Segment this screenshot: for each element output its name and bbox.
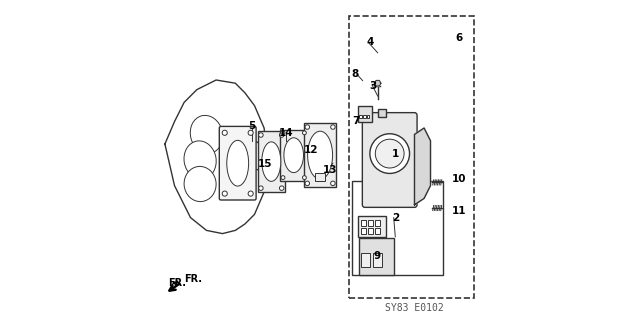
Text: 12: 12 bbox=[304, 145, 318, 155]
Bar bbox=[378, 109, 385, 117]
Bar bbox=[361, 220, 366, 226]
Bar bbox=[280, 130, 307, 181]
Circle shape bbox=[370, 134, 410, 173]
Bar bbox=[375, 228, 380, 234]
Polygon shape bbox=[415, 128, 431, 205]
Bar bbox=[315, 173, 325, 181]
Text: 1: 1 bbox=[392, 148, 399, 159]
Text: 3: 3 bbox=[369, 81, 376, 92]
Text: 8: 8 bbox=[352, 68, 359, 79]
Bar bbox=[357, 216, 386, 237]
Text: 14: 14 bbox=[279, 128, 294, 139]
Bar bbox=[361, 253, 370, 267]
Circle shape bbox=[305, 181, 310, 186]
Circle shape bbox=[331, 181, 335, 186]
Bar bbox=[357, 106, 372, 122]
Circle shape bbox=[303, 131, 306, 135]
Circle shape bbox=[281, 176, 285, 180]
Bar bbox=[359, 115, 362, 118]
Circle shape bbox=[222, 130, 227, 135]
Ellipse shape bbox=[284, 138, 303, 172]
Circle shape bbox=[248, 130, 254, 135]
Circle shape bbox=[248, 191, 254, 196]
Bar bbox=[359, 238, 394, 275]
Circle shape bbox=[259, 133, 263, 137]
Ellipse shape bbox=[308, 131, 333, 179]
Circle shape bbox=[280, 186, 284, 190]
Bar bbox=[368, 228, 373, 234]
Circle shape bbox=[281, 131, 285, 135]
Polygon shape bbox=[375, 80, 381, 86]
Ellipse shape bbox=[262, 142, 281, 181]
Bar bbox=[258, 131, 285, 192]
Text: 4: 4 bbox=[366, 36, 373, 47]
Text: 2: 2 bbox=[392, 212, 399, 223]
FancyBboxPatch shape bbox=[219, 126, 256, 200]
Text: 7: 7 bbox=[352, 116, 360, 126]
Text: FR.: FR. bbox=[168, 278, 186, 288]
Text: 15: 15 bbox=[257, 159, 272, 169]
Text: 11: 11 bbox=[452, 206, 466, 216]
Bar bbox=[368, 220, 373, 226]
Circle shape bbox=[303, 176, 306, 180]
Ellipse shape bbox=[190, 116, 223, 153]
Bar bbox=[366, 115, 369, 118]
Polygon shape bbox=[165, 80, 268, 234]
Circle shape bbox=[375, 139, 404, 168]
Text: SY83 E0102: SY83 E0102 bbox=[385, 303, 444, 313]
Text: 6: 6 bbox=[455, 33, 463, 43]
Bar bbox=[361, 228, 366, 234]
Bar bbox=[349, 16, 474, 298]
FancyBboxPatch shape bbox=[362, 113, 417, 207]
Circle shape bbox=[331, 125, 335, 129]
Bar bbox=[375, 220, 380, 226]
Bar bbox=[352, 181, 443, 275]
Ellipse shape bbox=[184, 141, 216, 179]
Bar bbox=[373, 253, 382, 267]
Bar bbox=[304, 123, 336, 187]
Circle shape bbox=[280, 133, 284, 137]
Circle shape bbox=[259, 186, 263, 190]
Circle shape bbox=[305, 125, 310, 129]
Ellipse shape bbox=[184, 166, 216, 202]
Text: 13: 13 bbox=[323, 165, 338, 175]
Text: FR.: FR. bbox=[184, 274, 202, 284]
Text: 9: 9 bbox=[373, 251, 381, 261]
Text: 10: 10 bbox=[452, 174, 466, 184]
Ellipse shape bbox=[227, 140, 248, 186]
Text: 5: 5 bbox=[248, 121, 256, 132]
Circle shape bbox=[222, 191, 227, 196]
Bar bbox=[363, 115, 366, 118]
